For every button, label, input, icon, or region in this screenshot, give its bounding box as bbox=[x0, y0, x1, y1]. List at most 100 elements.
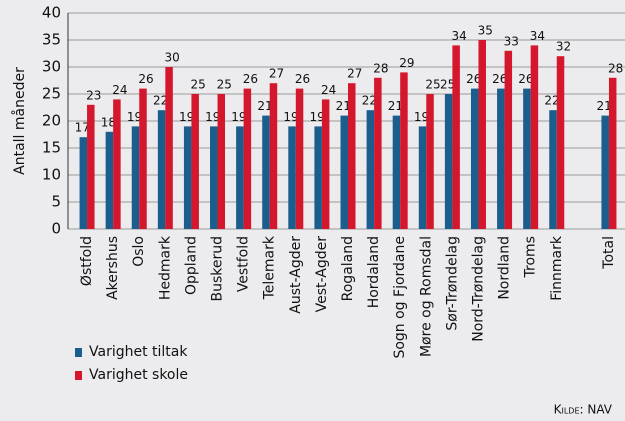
data-label: 25 bbox=[191, 78, 206, 92]
x-tick-label: Sør-Trøndelag bbox=[444, 236, 460, 331]
bar bbox=[504, 50, 513, 229]
bar bbox=[295, 88, 304, 229]
y-tick-label: 35 bbox=[42, 31, 61, 49]
y-tick-label: 25 bbox=[42, 85, 61, 103]
y-tick-label: 10 bbox=[42, 166, 61, 184]
bar bbox=[321, 99, 330, 230]
bar bbox=[530, 45, 539, 230]
x-tick-label: Telemark bbox=[262, 235, 278, 300]
bar bbox=[243, 88, 252, 229]
x-tick-label: Rogaland bbox=[340, 236, 356, 301]
bar bbox=[217, 94, 226, 229]
data-label: 33 bbox=[504, 34, 519, 48]
x-tick-label: Oslo bbox=[131, 236, 147, 267]
data-label: 25 bbox=[440, 78, 455, 92]
bar bbox=[470, 88, 479, 229]
bar bbox=[601, 115, 609, 229]
bar bbox=[131, 126, 140, 229]
bar bbox=[497, 88, 505, 229]
x-tick-label: Vest-Agder bbox=[314, 236, 330, 313]
data-label: 29 bbox=[399, 56, 414, 70]
data-label: 26 bbox=[138, 72, 153, 86]
data-label: 25 bbox=[217, 78, 232, 92]
data-label: 19 bbox=[179, 110, 194, 124]
x-tick-label: Finnmark bbox=[549, 235, 565, 301]
x-tick-label: Troms bbox=[523, 236, 539, 278]
x-tick-label: Akershus bbox=[105, 236, 121, 300]
data-label: 35 bbox=[478, 24, 493, 38]
data-label: 25 bbox=[425, 78, 440, 92]
data-label: 18 bbox=[101, 115, 116, 129]
x-tick-label: Østfold bbox=[79, 236, 95, 286]
data-label: 22 bbox=[362, 94, 377, 108]
data-label: 22 bbox=[544, 94, 559, 108]
data-label: 27 bbox=[269, 67, 284, 81]
data-label: 28 bbox=[608, 61, 623, 75]
data-label: 26 bbox=[466, 72, 481, 86]
data-label: 21 bbox=[388, 99, 403, 113]
data-label: 27 bbox=[347, 67, 362, 81]
data-label: 19 bbox=[127, 110, 142, 124]
bar bbox=[400, 72, 408, 230]
bar bbox=[79, 137, 88, 229]
y-tick-label: 40 bbox=[42, 4, 61, 22]
data-label: 21 bbox=[597, 99, 612, 113]
y-tick-label: 0 bbox=[51, 220, 61, 238]
x-tick-label: Møre og Romsdal bbox=[418, 236, 434, 357]
source: Kilde: NAV bbox=[554, 403, 613, 417]
bar bbox=[523, 88, 531, 229]
data-label: 34 bbox=[451, 29, 466, 43]
legend-swatch bbox=[75, 371, 82, 380]
bar bbox=[269, 83, 278, 229]
data-label: 30 bbox=[164, 51, 179, 65]
x-tick-label: Nord-Trøndelag bbox=[470, 236, 486, 342]
bar bbox=[374, 77, 382, 229]
data-label: 21 bbox=[336, 99, 351, 113]
data-label: 19 bbox=[310, 110, 325, 124]
y-axis-label: Antall måneder bbox=[11, 67, 28, 175]
data-label: 21 bbox=[257, 99, 272, 113]
data-label: 28 bbox=[373, 61, 388, 75]
bar bbox=[556, 56, 565, 230]
y-tick-label: 5 bbox=[51, 193, 61, 211]
bar bbox=[478, 40, 486, 229]
bar bbox=[262, 115, 270, 229]
data-label: 26 bbox=[295, 72, 310, 86]
bar bbox=[139, 88, 147, 229]
bar bbox=[87, 104, 95, 229]
x-tick-label: Nordland bbox=[497, 236, 513, 300]
data-label: 24 bbox=[321, 83, 336, 97]
legend-label: Varighet skole bbox=[89, 367, 188, 383]
bar bbox=[444, 94, 453, 229]
x-tick-label: Aust-Agder bbox=[288, 236, 304, 314]
bar bbox=[236, 126, 244, 229]
data-label: 17 bbox=[75, 121, 90, 135]
x-tick-label: Hordaland bbox=[366, 236, 382, 308]
bar bbox=[418, 126, 427, 229]
data-label: 26 bbox=[492, 72, 507, 86]
y-tick-label: 15 bbox=[42, 139, 61, 157]
bar bbox=[183, 126, 192, 229]
bar bbox=[366, 110, 375, 229]
bar bbox=[191, 94, 199, 229]
bar bbox=[348, 83, 356, 229]
data-label: 19 bbox=[231, 110, 246, 124]
data-label: 19 bbox=[205, 110, 220, 124]
y-tick-label: 20 bbox=[42, 112, 61, 130]
data-label: 23 bbox=[86, 88, 101, 102]
x-tick-label: Hedmark bbox=[157, 235, 173, 300]
bar bbox=[288, 126, 296, 229]
data-label: 26 bbox=[518, 72, 533, 86]
x-tick-label: Oppland bbox=[183, 236, 199, 295]
bar bbox=[426, 94, 434, 229]
data-label: 19 bbox=[414, 110, 429, 124]
bar bbox=[549, 110, 557, 229]
bar bbox=[157, 110, 166, 229]
legend-label: Varighet tiltak bbox=[89, 344, 188, 360]
data-label: 24 bbox=[112, 83, 127, 97]
x-tick-label: Vestfold bbox=[236, 236, 252, 292]
data-label: 34 bbox=[530, 29, 545, 43]
bar bbox=[452, 45, 460, 230]
